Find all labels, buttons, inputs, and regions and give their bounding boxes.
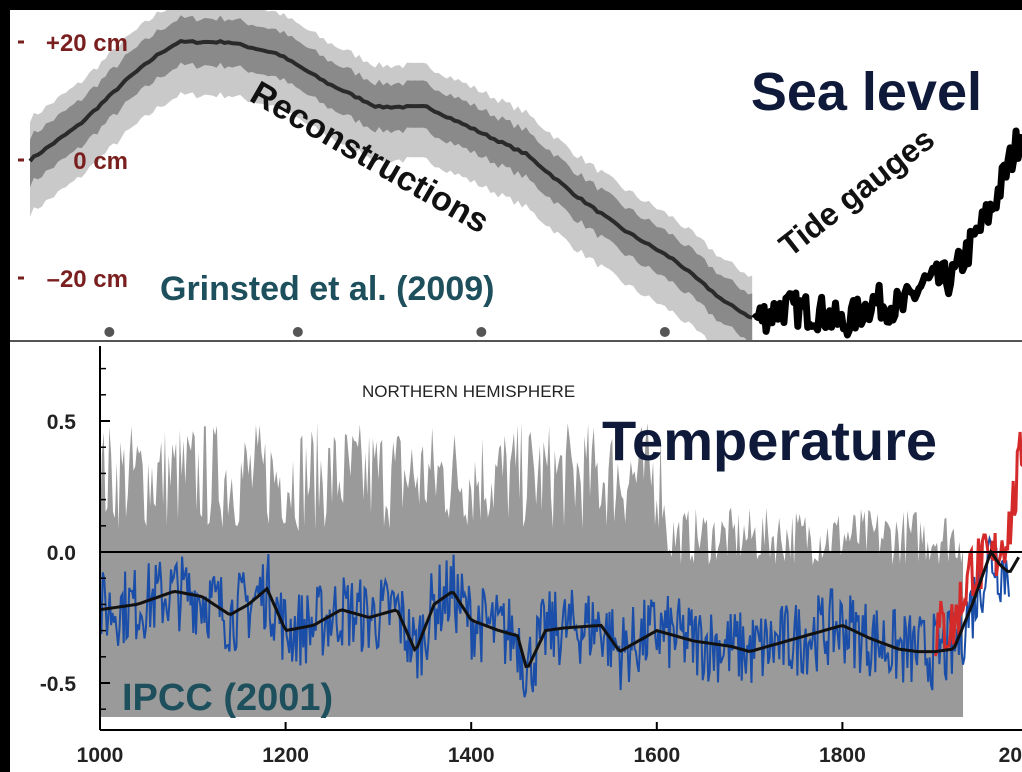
sea-level-y-tick-label: +20 cm	[46, 30, 128, 57]
temperature-x-tick-label: 20	[999, 744, 1022, 767]
reconstructions-line	[28, 38, 753, 320]
temperature-panel: 0.5 0.0 -0.5 1000 1200 1400 1600 1800 20 NORTHE…	[10, 342, 1022, 772]
sea-level-y-tick-label: 0 cm	[73, 148, 128, 175]
temperature-subtitle: NORTHERN HEMISPHERE	[362, 382, 575, 401]
tide-gauges-line	[751, 127, 1022, 339]
sea-level-x-tick-dot	[104, 327, 115, 337]
figure-svg: +20 cm 0 cm –20 cm Sea level Grinsted et a…	[10, 10, 1022, 772]
figure-frame: +20 cm 0 cm –20 cm Sea level Grinsted et a…	[10, 10, 1022, 772]
temperature-y-tick-label: -0.5	[40, 673, 77, 696]
temperature-raw-series	[99, 534, 1010, 698]
temperature-x-axis: 1000 1200 1400 1600 1800 20	[77, 722, 1022, 767]
sea-level-y-axis: +20 cm 0 cm –20 cm	[18, 30, 128, 293]
temperature-y-tick-label: 0.5	[47, 411, 77, 434]
temperature-source: IPCC (2001)	[122, 677, 333, 719]
temperature-smoothed-line	[99, 548, 1020, 669]
sea-level-title: Sea level	[751, 62, 982, 122]
sea-level-x-tick-dot	[659, 327, 670, 337]
sea-level-uncertainty-band-outer	[30, 10, 753, 372]
sea-level-x-tick-marks	[104, 327, 670, 337]
temperature-x-tick-label: 1400	[448, 744, 495, 767]
sea-level-panel: +20 cm 0 cm –20 cm Sea level Grinsted et a…	[10, 10, 1022, 372]
sea-level-source: Grinsted et al. (2009)	[160, 270, 494, 308]
temperature-x-tick-label: 1200	[262, 744, 309, 767]
temperature-x-tick-label: 1800	[819, 744, 866, 767]
sea-level-x-tick-dot	[292, 327, 303, 337]
temperature-x-tick-label: 1000	[77, 744, 124, 767]
temperature-title: Temperature	[602, 409, 937, 472]
sea-level-x-tick-dot	[476, 327, 487, 337]
temperature-x-tick-label: 1600	[633, 744, 680, 767]
temperature-y-tick-label: 0.0	[47, 542, 76, 565]
sea-level-y-tick-label: –20 cm	[47, 266, 128, 293]
temperature-y-axis: 0.5 0.0 -0.5	[40, 367, 110, 710]
temperature-instrumental-series	[933, 431, 1022, 657]
temperature-uncertainty-band	[100, 421, 964, 718]
